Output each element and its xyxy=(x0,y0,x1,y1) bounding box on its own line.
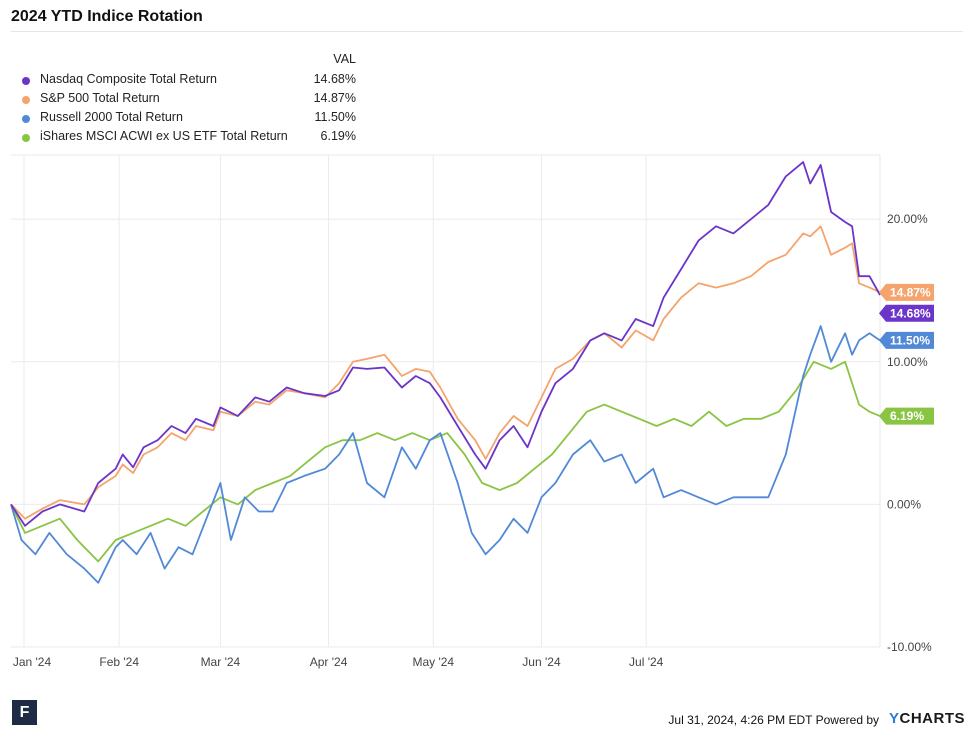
series-line xyxy=(10,360,881,563)
footer-powered-by: Powered by xyxy=(815,713,879,727)
legend-series-name: iShares MSCI ACWI ex US ETF Total Return xyxy=(40,129,288,143)
legend-marker xyxy=(22,134,30,142)
y-tick-label: -10.00% xyxy=(887,640,932,654)
legend-item-russell[interactable]: Russell 2000 Total Return 11.50% xyxy=(22,110,362,128)
chart-title: 2024 YTD Indice Rotation xyxy=(11,8,203,25)
x-tick-label: Jun '24 xyxy=(522,655,561,669)
end-value-label: 11.50% xyxy=(890,333,930,347)
x-tick-label: Mar '24 xyxy=(201,655,241,669)
end-value-label: 6.19% xyxy=(890,409,924,423)
legend-series-name: Nasdaq Composite Total Return xyxy=(40,72,217,86)
series-line xyxy=(10,225,881,520)
end-value-tag xyxy=(879,283,934,301)
legend-series-value: 6.19% xyxy=(320,129,356,143)
end-value-label: 14.68% xyxy=(890,306,931,320)
ycharts-logo[interactable]: YCHARTS xyxy=(889,710,965,727)
legend-marker xyxy=(22,96,30,104)
legend-series-value: 11.50% xyxy=(314,110,356,124)
x-tick-label: Jul '24 xyxy=(629,655,664,669)
end-value-tag xyxy=(879,304,934,322)
x-tick-label: May '24 xyxy=(412,655,454,669)
ycharts-logo-y: Y xyxy=(888,710,900,727)
legend-marker xyxy=(22,115,30,123)
x-tick-label: Jan '24 xyxy=(13,655,52,669)
end-value-label: 14.87% xyxy=(890,285,931,299)
legend-series-value: 14.68% xyxy=(313,72,356,86)
legend-series-value: 14.87% xyxy=(313,91,356,105)
series-line xyxy=(10,325,881,584)
end-value-tag xyxy=(879,331,934,349)
end-value-tag xyxy=(879,407,934,425)
legend-series-name: S&P 500 Total Return xyxy=(40,91,160,105)
legend-series-name: Russell 2000 Total Return xyxy=(40,110,183,124)
title-divider xyxy=(11,31,963,32)
footer-timestamp: Jul 31, 2024, 4:26 PM EDT xyxy=(668,713,813,727)
x-tick-label: Apr '24 xyxy=(310,655,348,669)
x-tick-label: Feb '24 xyxy=(99,655,139,669)
legend-item-sp500[interactable]: S&P 500 Total Return 14.87% xyxy=(22,91,362,109)
legend-item-acwi[interactable]: iShares MSCI ACWI ex US ETF Total Return… xyxy=(22,129,362,147)
legend-marker xyxy=(22,77,30,85)
y-tick-label: 20.00% xyxy=(887,212,928,226)
y-tick-label: 0.00% xyxy=(887,497,921,511)
series-line xyxy=(10,161,881,527)
fiscal-logo-icon: F xyxy=(12,700,37,725)
y-tick-label: 10.00% xyxy=(887,355,928,369)
legend-value-header: VAL xyxy=(333,52,356,66)
legend-item-nasdaq[interactable]: Nasdaq Composite Total Return 14.68% xyxy=(22,72,362,90)
footer-attribution: Jul 31, 2024, 4:26 PM EDT Powered by xyxy=(668,713,879,727)
ycharts-logo-text: CHARTS xyxy=(899,710,965,727)
